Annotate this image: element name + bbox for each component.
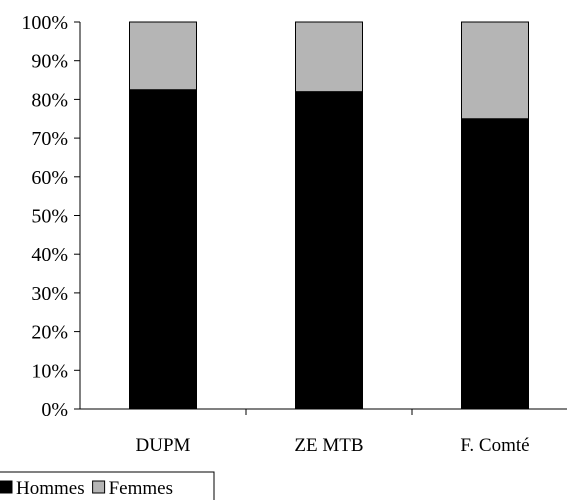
y-tick-label: 30% [31, 283, 68, 305]
bar-segment-femmes [461, 21, 529, 120]
bar-segment-hommes [129, 89, 197, 410]
y-tick-label: 0% [41, 399, 68, 421]
y-tick-label: 80% [31, 89, 68, 111]
y-tick-label: 20% [31, 322, 68, 344]
y-tick-label: 90% [31, 51, 68, 73]
y-tick-label: 40% [31, 244, 68, 266]
bar-segment-hommes [295, 91, 363, 410]
y-tick-label: 100% [21, 12, 68, 34]
legend-swatch-hommes [0, 480, 13, 494]
legend: Hommes Femmes [0, 471, 215, 500]
x-axis: DUPM ZE MTB F. Comté [80, 408, 567, 456]
y-tick-label: 60% [31, 167, 68, 189]
legend-label-hommes: Hommes [16, 478, 85, 499]
x-category-label: ZE MTB [294, 435, 363, 456]
bar-segment-femmes [129, 21, 197, 91]
legend-box [0, 471, 215, 500]
x-category-label: DUPM [136, 435, 191, 456]
y-tick-label: 10% [31, 360, 68, 382]
legend-swatch-femmes [92, 480, 106, 494]
y-tick-label: 70% [31, 128, 68, 150]
bars [129, 21, 529, 410]
legend-label-femmes: Femmes [109, 478, 173, 499]
y-tick-label: 50% [31, 206, 68, 228]
bar-segment-femmes [295, 21, 363, 93]
x-category-label: F. Comté [460, 435, 529, 456]
y-axis: 0% 10% 20% 30% 40% 50% 60% 70% 80% 90% 100% [21, 12, 81, 421]
bar-segment-hommes [461, 118, 529, 410]
